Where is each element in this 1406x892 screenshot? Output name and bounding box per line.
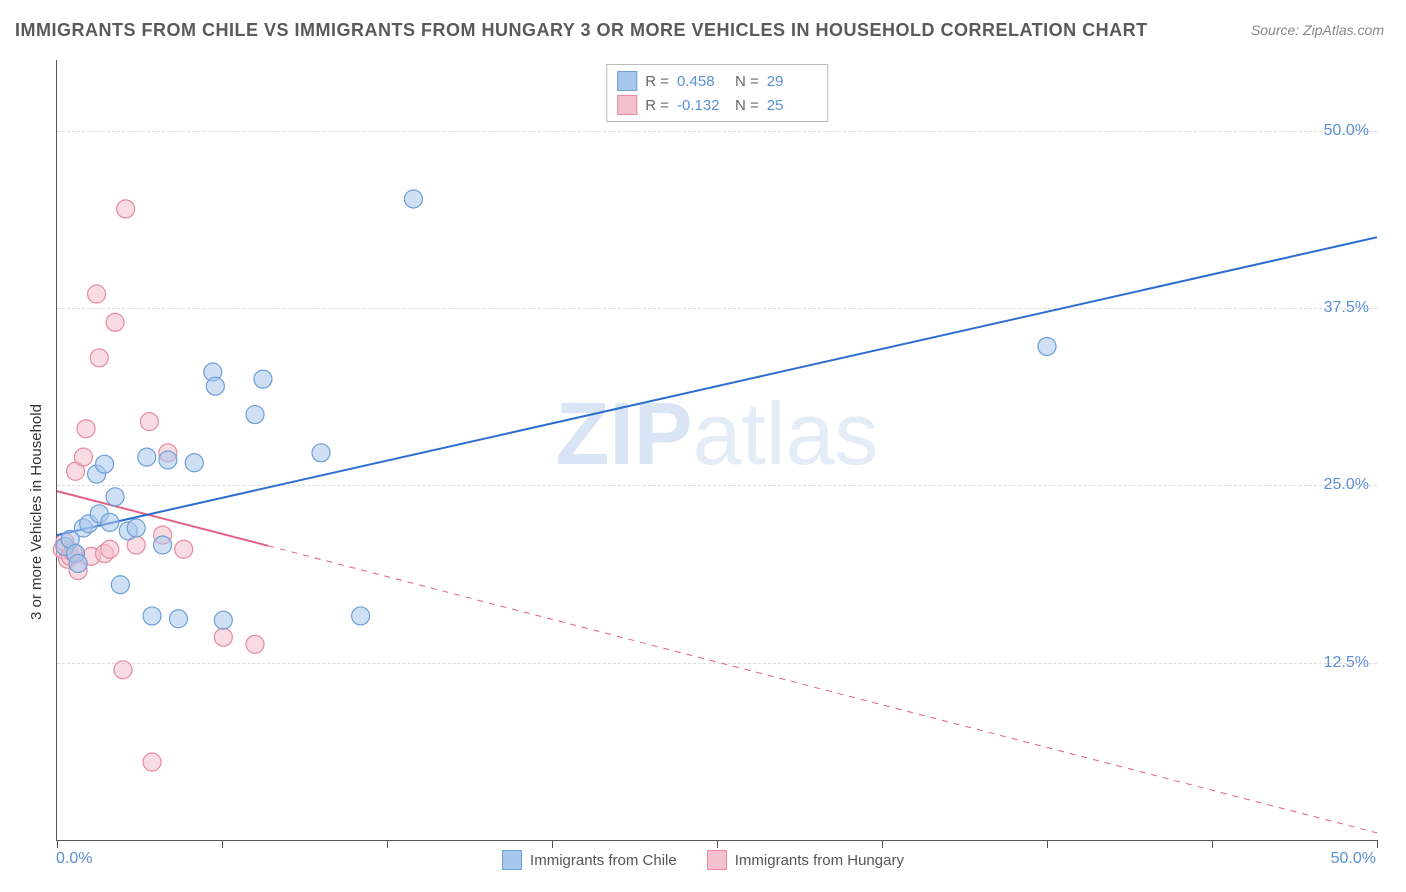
x-tick <box>882 840 883 848</box>
y-axis-label: 3 or more Vehicles in Household <box>28 404 45 620</box>
legend-label-hungary: Immigrants from Hungary <box>735 852 904 869</box>
x-tick <box>717 840 718 848</box>
r-label: R = <box>645 97 669 114</box>
data-point <box>246 635 264 653</box>
swatch-hungary <box>617 95 637 115</box>
source-attribution: Source: ZipAtlas.com <box>1251 22 1384 38</box>
n-label: N = <box>735 73 759 90</box>
data-point <box>254 370 272 388</box>
x-tick <box>1377 840 1378 848</box>
x-tick <box>222 840 223 848</box>
data-point <box>175 540 193 558</box>
chart-container: IMMIGRANTS FROM CHILE VS IMMIGRANTS FROM… <box>0 0 1406 892</box>
chart-svg <box>57 60 1377 840</box>
n-label: N = <box>735 97 759 114</box>
data-point <box>88 285 106 303</box>
data-point <box>169 610 187 628</box>
swatch-hungary <box>707 850 727 870</box>
legend-label-chile: Immigrants from Chile <box>530 852 677 869</box>
r-value-chile: 0.458 <box>677 73 727 90</box>
data-point <box>117 200 135 218</box>
r-label: R = <box>645 73 669 90</box>
series-legend: Immigrants from Chile Immigrants from Hu… <box>502 850 904 870</box>
x-axis-min-label: 0.0% <box>56 850 92 868</box>
data-point <box>214 628 232 646</box>
data-point <box>206 377 224 395</box>
data-point <box>404 190 422 208</box>
n-value-hungary: 25 <box>767 97 817 114</box>
data-point <box>77 420 95 438</box>
legend-item-chile: Immigrants from Chile <box>502 850 677 870</box>
x-tick <box>57 840 58 848</box>
n-value-chile: 29 <box>767 73 817 90</box>
x-tick <box>1212 840 1213 848</box>
data-point <box>352 607 370 625</box>
data-point <box>185 454 203 472</box>
data-point <box>96 455 114 473</box>
data-point <box>143 607 161 625</box>
data-point <box>101 540 119 558</box>
data-point <box>214 611 232 629</box>
regression-line-dashed <box>268 546 1377 833</box>
data-point <box>140 413 158 431</box>
data-point <box>74 448 92 466</box>
regression-line <box>57 237 1377 535</box>
plot-area: ZIPatlas 12.5%25.0%37.5%50.0% R = 0.458 … <box>56 60 1377 841</box>
x-tick <box>1047 840 1048 848</box>
x-tick <box>387 840 388 848</box>
correlation-legend: R = 0.458 N = 29 R = -0.132 N = 25 <box>606 64 828 122</box>
r-value-hungary: -0.132 <box>677 97 727 114</box>
data-point <box>138 448 156 466</box>
x-tick <box>552 840 553 848</box>
data-point <box>127 519 145 537</box>
data-point <box>114 661 132 679</box>
data-point <box>143 753 161 771</box>
data-point <box>111 576 129 594</box>
data-point <box>312 444 330 462</box>
data-point <box>1038 337 1056 355</box>
legend-row-chile: R = 0.458 N = 29 <box>617 69 817 93</box>
x-axis-max-label: 50.0% <box>1331 850 1376 868</box>
data-point <box>69 554 87 572</box>
data-point <box>154 536 172 554</box>
swatch-chile <box>502 850 522 870</box>
data-point <box>246 406 264 424</box>
data-point <box>159 451 177 469</box>
data-point <box>106 488 124 506</box>
chart-title: IMMIGRANTS FROM CHILE VS IMMIGRANTS FROM… <box>15 20 1148 41</box>
legend-row-hungary: R = -0.132 N = 25 <box>617 93 817 117</box>
data-point <box>90 349 108 367</box>
legend-item-hungary: Immigrants from Hungary <box>707 850 904 870</box>
swatch-chile <box>617 71 637 91</box>
data-point <box>101 513 119 531</box>
data-point <box>106 313 124 331</box>
